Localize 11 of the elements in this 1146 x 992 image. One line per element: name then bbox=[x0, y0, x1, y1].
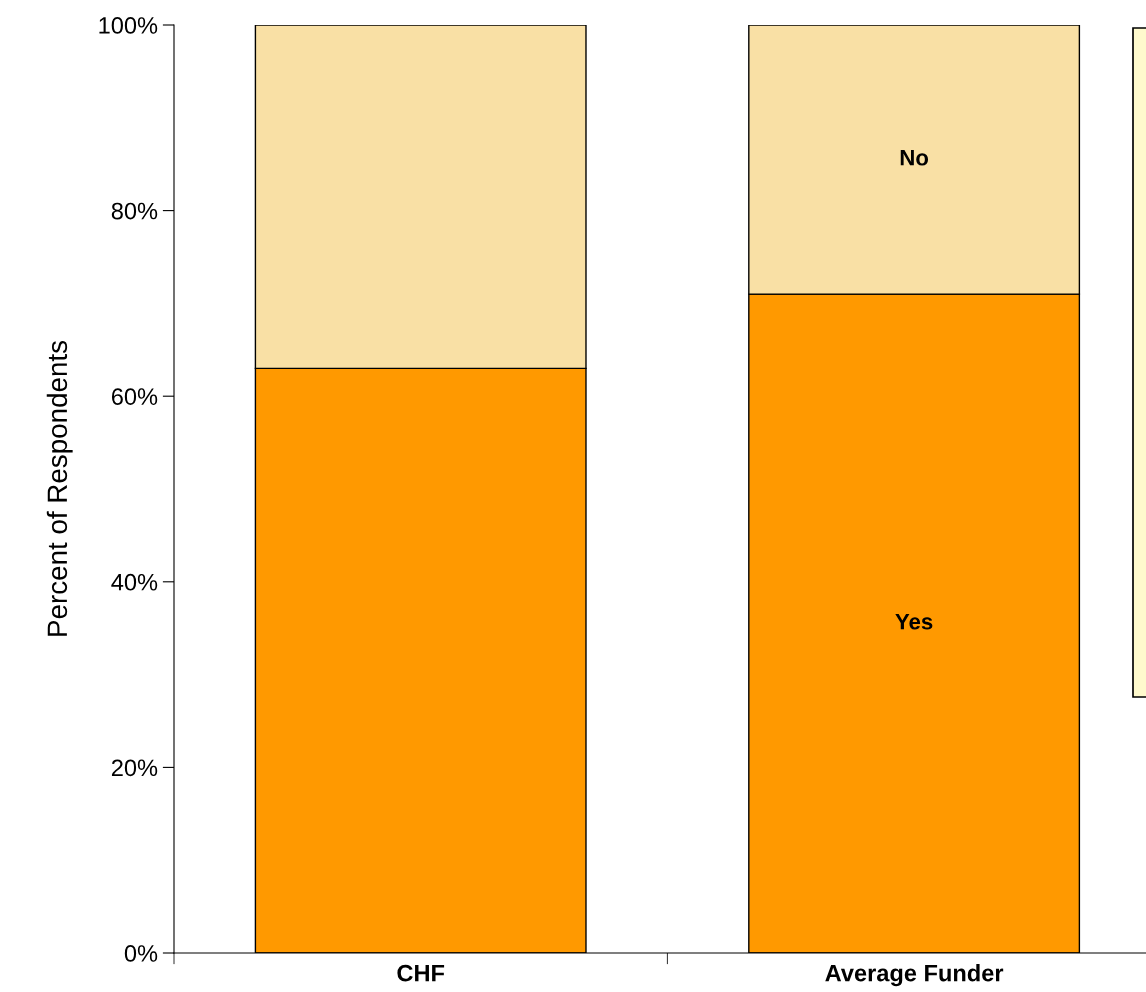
y-tick-label: 20% bbox=[111, 759, 158, 777]
y-tick-label: 60% bbox=[111, 388, 158, 405]
y-tick-label: 0% bbox=[124, 945, 158, 962]
y-axis-title: Percent of Respondents bbox=[46, 340, 73, 636]
x-tick-label: Average Funder bbox=[825, 964, 1004, 987]
series-label: No bbox=[900, 150, 929, 166]
y-tick-label: 40% bbox=[111, 573, 158, 591]
y-tick-label: 80% bbox=[111, 202, 158, 220]
series-label: Yes bbox=[895, 614, 933, 630]
x-tick-label: CHF bbox=[397, 964, 445, 982]
y-tick-label: 100% bbox=[99, 17, 158, 34]
